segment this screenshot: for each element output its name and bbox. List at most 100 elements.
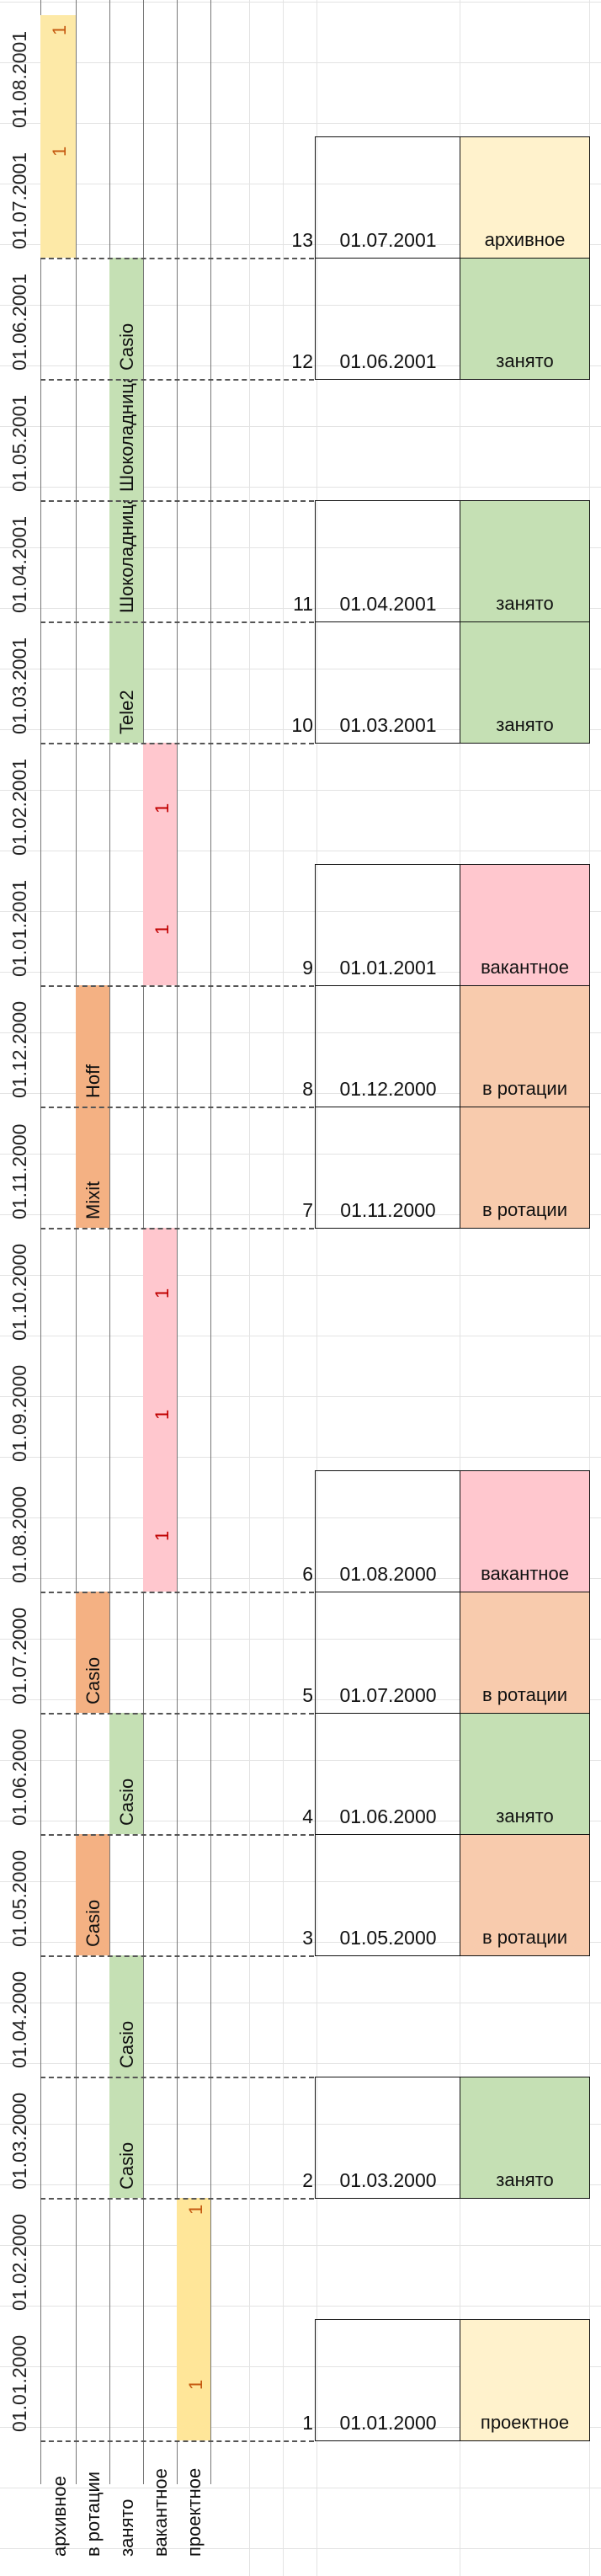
change-separator [40,500,314,502]
rotation-block: Mixit [76,1107,109,1228]
grid-line [0,244,601,245]
category-label-0: архивное [49,2476,70,2557]
row-number: 1 [302,2412,313,2434]
busy-block: Шоколадница [109,374,143,500]
row-status-cell [460,864,590,986]
grid-line [0,2245,601,2246]
row-status: вакантное [481,1563,569,1584]
grid-line [0,1154,601,1155]
change-separator [40,1955,314,1957]
change-separator [40,2440,314,2442]
row-date: 01.07.2001 [339,229,437,251]
grid-line [0,487,601,488]
row-date: 01.01.2000 [339,2412,437,2434]
change-separator [40,379,314,381]
vacant-value: 1 [152,1288,173,1299]
grid-line [0,729,601,730]
grid-line [0,972,601,973]
grid-line [0,2,601,3]
category-label-1: в ротации [82,2471,104,2557]
row-status-cell [460,258,590,380]
row-date: 01.06.2001 [339,350,437,372]
rotation-block-label: Casio [82,1899,104,1947]
grid-line [0,2306,601,2307]
grid-line [0,305,601,306]
grid-line [0,1699,601,1700]
row-status: занято [496,2169,554,2190]
grid-line [0,1760,601,1761]
date-label: 01.05.2000 [8,1849,30,1947]
row-date: 01.03.2000 [339,2169,437,2191]
rotation-block-label: Casio [82,1656,104,1704]
row-status-cell [460,1834,590,1956]
busy-block-label: Casio [116,2141,137,2189]
grid-line [0,2063,601,2064]
row-status-cell [460,621,590,744]
row-status-cell [460,1107,590,1229]
rotation-block: Casio [76,1834,109,1955]
row-status-cell [460,1470,590,1592]
row-date: 01.01.2001 [339,957,437,979]
grid-line [283,0,284,2576]
change-separator [40,258,314,259]
column-separator [40,0,41,2484]
row-status: в ротации [481,1927,568,1948]
grid-line [0,790,601,791]
date-label: 01.07.2001 [8,152,30,249]
date-label: 01.10.2000 [8,1243,30,1341]
grid-line [0,1942,601,1943]
date-label: 01.03.2000 [8,2092,30,2189]
rotation-block-label: Mixit [82,1181,104,1219]
grid-line [0,1396,601,1397]
row-number: 11 [293,593,313,615]
row-status-cell [460,2319,590,2441]
change-separator [40,2077,314,2078]
date-label: 01.08.2001 [8,30,30,128]
grid-line [0,1214,601,1215]
date-label: 01.09.2000 [8,1364,30,1462]
row-number: 5 [302,1684,313,1706]
row-number: 13 [291,229,313,251]
grid-line [0,2366,601,2367]
busy-block-label: Шоколадница [118,495,136,613]
busy-block: Casio [109,2077,143,2198]
project-value: 1 [185,2379,206,2390]
row-date: 01.04.2001 [339,593,437,615]
grid-line [0,365,601,366]
column-separator [76,0,77,2484]
row-number: 9 [302,957,313,979]
grid-line [0,1578,601,1579]
busy-block: Шоколадница [109,495,143,621]
category-label-2: занято [116,2499,137,2557]
row-status: вакантное [481,957,569,978]
grid-line [0,547,601,548]
archive-value: 1 [49,24,70,35]
row-status: занято [496,1805,554,1827]
grid-line [0,608,601,609]
grid-line [0,1517,601,1518]
row-number: 6 [302,1563,313,1585]
row-status-cell [460,136,590,259]
row-date: 01.07.2000 [339,1684,437,1706]
category-label-4: проектное [183,2467,205,2557]
row-status: занято [496,714,554,735]
row-number: 2 [302,2169,313,2191]
grid-line [0,1275,601,1276]
row-date: 01.06.2000 [339,1805,437,1827]
vacant-value: 1 [152,1530,173,1541]
row-status-cell [460,2077,590,2199]
project-value: 1 [185,2204,206,2215]
row-number: 10 [291,714,313,736]
row-number: 8 [302,1078,313,1100]
row-number: 7 [302,1199,313,1221]
change-separator [40,743,314,744]
row-date: 01.11.2000 [340,1199,436,1221]
grid-line [0,1639,601,1640]
grid-line [0,1032,601,1033]
column-separator [210,0,211,2484]
date-label: 01.01.2001 [8,879,30,977]
rotation-block-label: Hoff [82,1064,104,1098]
row-status: занято [496,593,554,614]
date-label: 01.05.2001 [8,394,30,492]
